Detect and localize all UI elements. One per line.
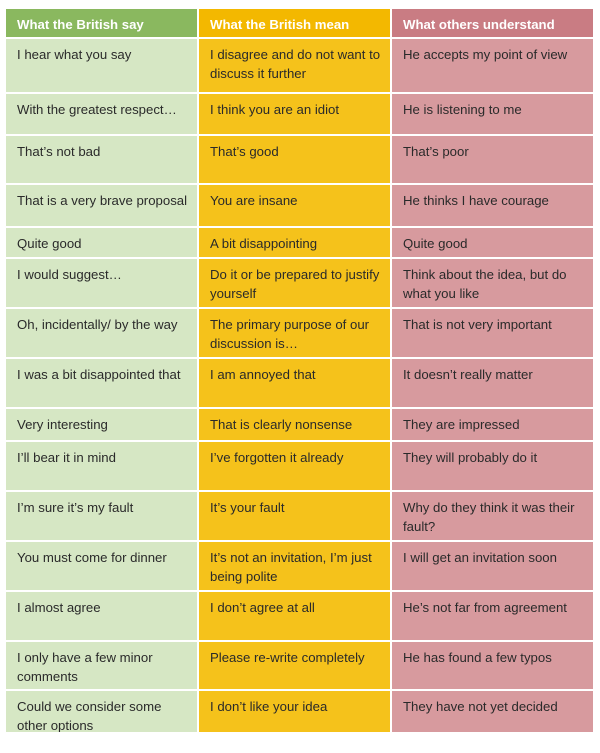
header-what-british-say: What the British say	[6, 9, 199, 39]
cell-others-understand: Quite good	[392, 228, 595, 259]
cell-british-mean: I think you are an idiot	[199, 94, 392, 136]
cell-others-understand: He is listening to me	[392, 94, 595, 136]
cell-others-understand: They are impressed	[392, 409, 595, 442]
cell-british-mean: Please re-write completely	[199, 642, 392, 691]
cell-british-say: Could we consider some other options	[6, 691, 199, 734]
cell-british-say: I hear what you say	[6, 39, 199, 94]
cell-others-understand: That’s poor	[392, 136, 595, 185]
cell-british-say: I almost agree	[6, 592, 199, 642]
cell-british-mean: I am annoyed that	[199, 359, 392, 409]
cell-british-mean: I don’t like your idea	[199, 691, 392, 734]
cell-british-say: I only have a few minor comments	[6, 642, 199, 691]
cell-others-understand: Why do they think it was their fault?	[392, 492, 595, 542]
header-what-british-mean: What the British mean	[199, 9, 392, 39]
cell-british-mean: You are insane	[199, 185, 392, 228]
cell-british-say: Quite good	[6, 228, 199, 259]
cell-others-understand: He thinks I have courage	[392, 185, 595, 228]
cell-others-understand: That is not very important	[392, 309, 595, 359]
cell-others-understand: It doesn’t really matter	[392, 359, 595, 409]
header-what-others-understand: What others understand	[392, 9, 595, 39]
cell-british-mean: I’ve forgotten it already	[199, 442, 392, 492]
cell-british-say: I’m sure it’s my fault	[6, 492, 199, 542]
cell-others-understand: He’s not far from agreement	[392, 592, 595, 642]
cell-british-say: I’ll bear it in mind	[6, 442, 199, 492]
cell-british-mean: A bit disappointing	[199, 228, 392, 259]
cell-british-say: Oh, incidentally/ by the way	[6, 309, 199, 359]
cell-british-say: I was a bit disappointed that	[6, 359, 199, 409]
cell-british-mean: Do it or be prepared to justify yourself	[199, 259, 392, 309]
cell-british-mean: I don’t agree at all	[199, 592, 392, 642]
cell-others-understand: I will get an invitation soon	[392, 542, 595, 592]
cell-british-say: That’s not bad	[6, 136, 199, 185]
cell-british-mean: I disagree and do not want to discuss it…	[199, 39, 392, 94]
cell-british-say: Very interesting	[6, 409, 199, 442]
cell-british-say: That is a very brave proposal	[6, 185, 199, 228]
cell-others-understand: He has found a few typos	[392, 642, 595, 691]
cell-others-understand: He accepts my point of view	[392, 39, 595, 94]
cell-british-mean: It’s your fault	[199, 492, 392, 542]
cell-british-mean: The primary purpose of our discussion is…	[199, 309, 392, 359]
cell-british-mean: That is clearly nonsense	[199, 409, 392, 442]
cell-british-say: I would suggest…	[6, 259, 199, 309]
cell-others-understand: They will probably do it	[392, 442, 595, 492]
cell-british-say: You must come for dinner	[6, 542, 199, 592]
phrase-table: What the British say What the British me…	[6, 9, 595, 744]
cell-british-mean: That’s good	[199, 136, 392, 185]
cell-british-mean: It’s not an invitation, I’m just being p…	[199, 542, 392, 592]
cell-british-say: With the greatest respect…	[6, 94, 199, 136]
cell-others-understand: Think about the idea, but do what you li…	[392, 259, 595, 309]
cell-others-understand: They have not yet decided	[392, 691, 595, 734]
